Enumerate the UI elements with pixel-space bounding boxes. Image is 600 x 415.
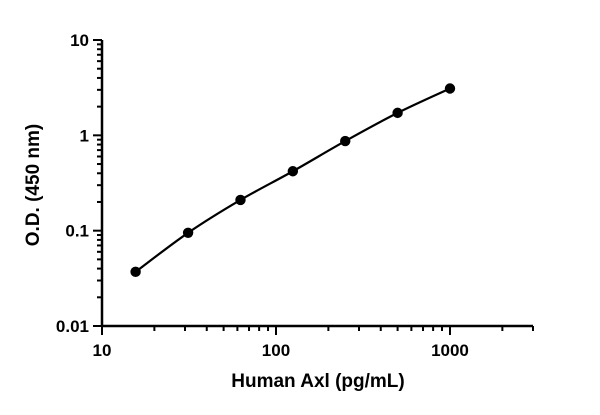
y-axis: 0.01 0.1 1 10 (56, 31, 104, 336)
data-points-layer (130, 83, 456, 278)
y-tick-label: 0.1 (65, 222, 89, 241)
data-point (182, 227, 194, 238)
x-tick-label: 10 (93, 341, 112, 360)
x-axis-title: Human Axl (pg/mL) (231, 371, 404, 392)
data-point (235, 194, 246, 206)
data-point (287, 166, 299, 177)
y-tick-label: 0.01 (56, 317, 89, 336)
x-tick-label: 100 (262, 341, 290, 360)
y-tick-label: 10 (70, 31, 89, 50)
data-point (392, 107, 403, 119)
fit-curve-layer (134, 87, 451, 273)
x-tick-label: 1000 (431, 341, 469, 360)
data-point (340, 135, 351, 147)
y-tick-label: 1 (80, 126, 89, 145)
data-point (130, 266, 141, 278)
data-point (444, 83, 456, 94)
fit-curve-line (134, 87, 451, 273)
y-axis-title: O.D. (450 nm) (23, 124, 44, 246)
x-axis: 10 100 1000 (93, 324, 534, 360)
